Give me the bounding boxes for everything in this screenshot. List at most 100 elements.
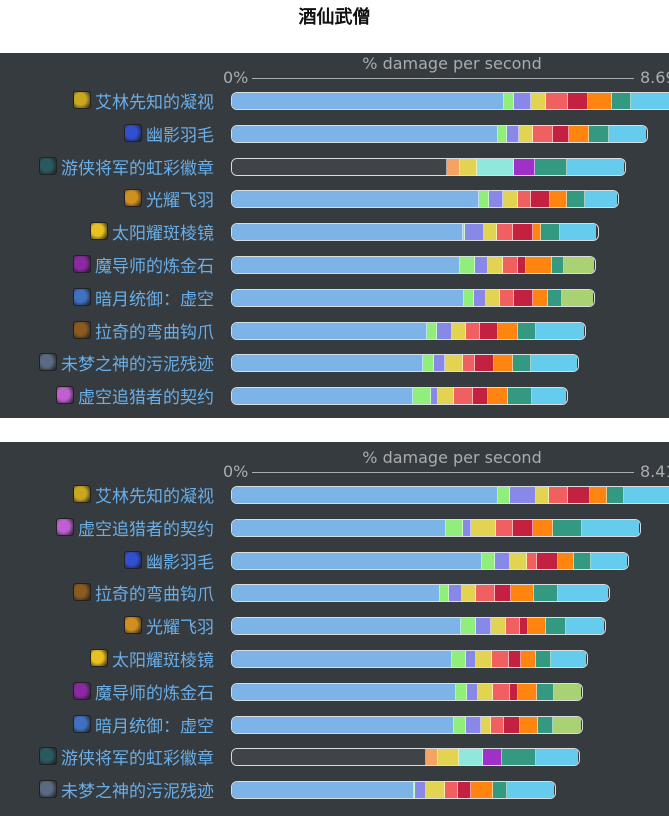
bar-segment[interactable] xyxy=(474,257,488,273)
bar-segment[interactable] xyxy=(546,618,566,635)
stacked-bar[interactable] xyxy=(231,256,596,274)
stacked-bar[interactable] xyxy=(231,748,580,767)
bar-segment[interactable] xyxy=(530,93,547,109)
bar-segment[interactable] xyxy=(509,651,522,667)
bar-segment[interactable] xyxy=(448,585,462,602)
bar-segment[interactable] xyxy=(562,289,594,306)
bar-segment[interactable] xyxy=(537,552,559,569)
bar-segment[interactable] xyxy=(531,388,566,405)
bar-segment[interactable] xyxy=(422,355,434,372)
bar-segment[interactable] xyxy=(451,322,466,339)
stacked-bar[interactable] xyxy=(231,584,610,603)
bar-segment[interactable] xyxy=(503,716,521,733)
bar-segment[interactable] xyxy=(623,487,669,503)
bar-segment[interactable] xyxy=(232,683,457,700)
bar-segment[interactable] xyxy=(460,618,476,635)
chart-row[interactable]: 艾林先知的凝视 xyxy=(0,485,669,507)
bar-segment[interactable] xyxy=(467,683,478,700)
bar-segment[interactable] xyxy=(503,93,514,109)
bar-segment[interactable] xyxy=(553,716,582,733)
stacked-bar[interactable] xyxy=(231,92,669,110)
bar-segment[interactable] xyxy=(495,585,512,602)
bar-segment[interactable] xyxy=(446,158,460,175)
bar-segment[interactable] xyxy=(496,519,514,536)
bar-segment[interactable] xyxy=(630,93,669,109)
bar-segment[interactable] xyxy=(513,158,535,175)
bar-segment[interactable] xyxy=(454,388,474,405)
chart-row[interactable]: 虚空追猎者的契约 xyxy=(0,386,669,408)
bar-segment[interactable] xyxy=(549,487,569,503)
bar-segment[interactable] xyxy=(462,224,465,241)
bar-segment[interactable] xyxy=(506,618,521,635)
bar-segment[interactable] xyxy=(446,519,464,536)
bar-segment[interactable] xyxy=(473,388,489,405)
stacked-bar[interactable] xyxy=(231,387,568,406)
bar-segment[interactable] xyxy=(567,158,624,175)
stacked-bar[interactable] xyxy=(231,617,606,636)
bar-segment[interactable] xyxy=(436,322,452,339)
bar-segment[interactable] xyxy=(552,125,569,142)
bar-segment[interactable] xyxy=(485,289,500,306)
chart-row[interactable]: 光耀飞羽 xyxy=(0,616,669,638)
bar-segment[interactable] xyxy=(541,224,560,241)
bar-segment[interactable] xyxy=(499,289,514,306)
bar-segment[interactable] xyxy=(475,651,492,667)
bar-segment[interactable] xyxy=(536,651,552,667)
bar-segment[interactable] xyxy=(498,125,508,142)
chart-row[interactable]: 太阳耀斑棱镜 xyxy=(0,222,669,244)
chart-row[interactable]: 艾林先知的凝视 xyxy=(0,91,669,113)
chart-row[interactable]: 未梦之神的污泥残迹 xyxy=(0,780,669,802)
bar-segment[interactable] xyxy=(520,716,539,733)
bar-segment[interactable] xyxy=(568,487,591,503)
bar-segment[interactable] xyxy=(465,322,481,339)
bar-segment[interactable] xyxy=(463,519,472,536)
stacked-bar[interactable] xyxy=(231,486,669,504)
bar-segment[interactable] xyxy=(490,618,507,635)
bar-segment[interactable] xyxy=(558,552,575,569)
bar-segment[interactable] xyxy=(414,782,416,799)
bar-segment[interactable] xyxy=(551,257,564,273)
bar-segment[interactable] xyxy=(611,93,631,109)
bar-segment[interactable] xyxy=(488,191,503,208)
bar-segment[interactable] xyxy=(488,388,509,405)
bar-segment[interactable] xyxy=(459,158,477,175)
bar-segment[interactable] xyxy=(520,618,528,635)
bar-segment[interactable] xyxy=(537,683,555,700)
stacked-bar[interactable] xyxy=(231,781,556,800)
bar-segment[interactable] xyxy=(440,585,449,602)
chart-row[interactable]: 未梦之神的污泥残迹 xyxy=(0,353,669,375)
bar-segment[interactable] xyxy=(517,683,538,700)
bar-segment[interactable] xyxy=(557,585,608,602)
bar-segment[interactable] xyxy=(464,224,485,241)
bar-segment[interactable] xyxy=(510,552,528,569)
bar-segment[interactable] xyxy=(508,388,532,405)
bar-segment[interactable] xyxy=(587,93,612,109)
bar-segment[interactable] xyxy=(459,257,475,273)
bar-segment[interactable] xyxy=(574,552,592,569)
bar-segment[interactable] xyxy=(493,683,511,700)
bar-segment[interactable] xyxy=(232,716,455,733)
bar-segment[interactable] xyxy=(491,651,510,667)
bar-segment[interactable] xyxy=(232,158,447,175)
bar-segment[interactable] xyxy=(590,487,608,503)
bar-segment[interactable] xyxy=(551,651,587,667)
chart-row[interactable]: 幽影羽毛 xyxy=(0,550,669,573)
bar-segment[interactable] xyxy=(232,93,504,109)
stacked-bar[interactable] xyxy=(231,551,630,570)
bar-segment[interactable] xyxy=(232,552,483,569)
stacked-bar[interactable] xyxy=(231,288,596,307)
bar-segment[interactable] xyxy=(494,355,514,372)
bar-segment[interactable] xyxy=(475,585,496,602)
bar-segment[interactable] xyxy=(437,749,459,766)
bar-segment[interactable] xyxy=(568,125,589,142)
bar-segment[interactable] xyxy=(513,289,534,306)
bar-segment[interactable] xyxy=(462,355,475,372)
bar-segment[interactable] xyxy=(232,224,463,241)
stacked-bar[interactable] xyxy=(231,157,626,176)
stacked-bar[interactable] xyxy=(231,650,589,668)
bar-segment[interactable] xyxy=(465,651,476,667)
bar-segment[interactable] xyxy=(437,388,454,405)
bar-segment[interactable] xyxy=(497,224,514,241)
bar-segment[interactable] xyxy=(480,322,499,339)
bar-segment[interactable] xyxy=(431,388,438,405)
